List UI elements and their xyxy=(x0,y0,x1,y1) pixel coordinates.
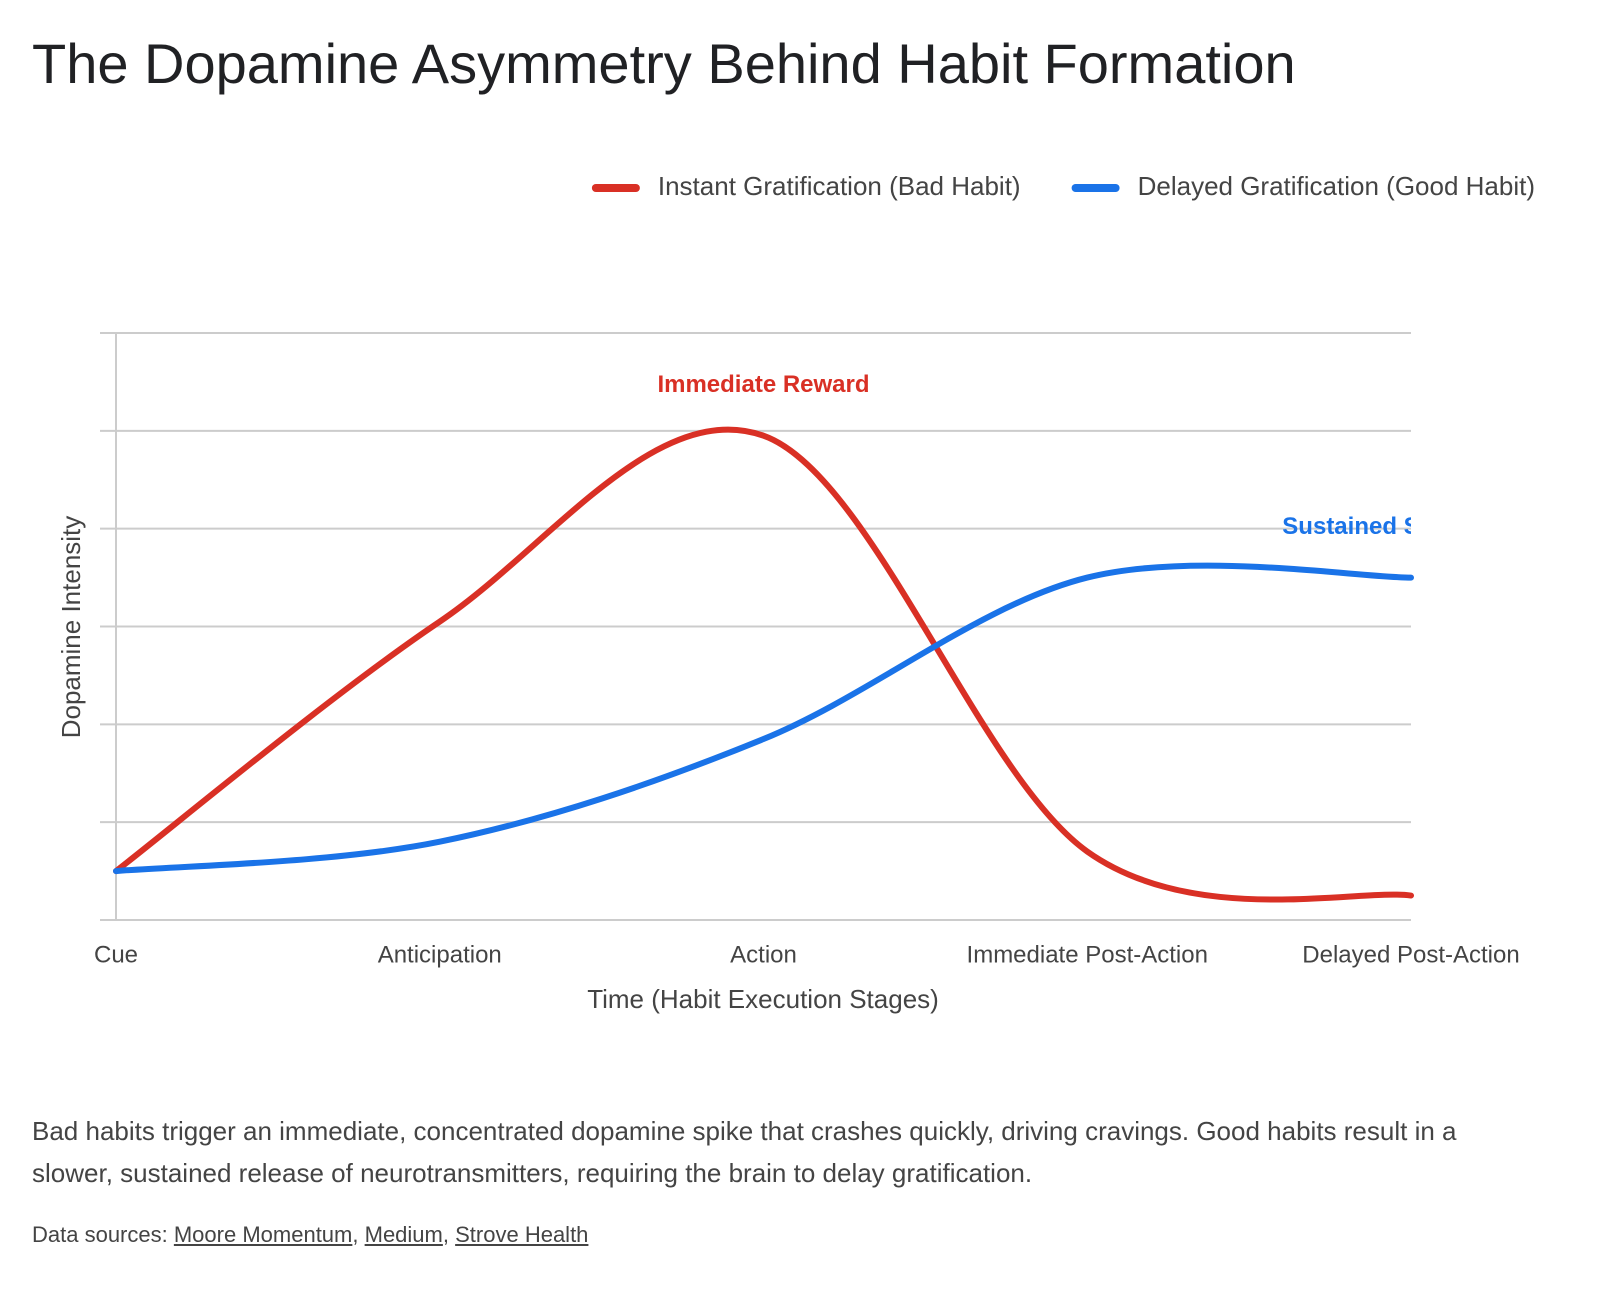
chart-title: The Dopamine Asymmetry Behind Habit Form… xyxy=(32,32,1296,95)
x-tick-label: Delayed Post-Action xyxy=(1302,941,1519,968)
source-link[interactable]: Strove Health xyxy=(455,1222,589,1247)
source-link[interactable]: Medium xyxy=(364,1222,443,1247)
chart: The Dopamine Asymmetry Behind Habit Form… xyxy=(32,32,1539,1014)
series-line xyxy=(113,426,1414,903)
annotation: Immediate Reward xyxy=(657,371,869,398)
description: Bad habits trigger an immediate, concent… xyxy=(32,1116,1457,1188)
x-tick-label: Anticipation xyxy=(378,941,502,968)
x-tick-label: Action xyxy=(730,941,797,968)
x-tick-label: Immediate Post-Action xyxy=(967,941,1208,968)
sources-label: Data sources: xyxy=(32,1222,168,1247)
legend-label: Delayed Gratification (Good Habit) xyxy=(1138,171,1535,201)
series-line xyxy=(113,562,1414,875)
x-axis-title: Time (Habit Execution Stages) xyxy=(587,984,939,1014)
separator: , xyxy=(442,1222,449,1247)
x-tick-label: Cue xyxy=(94,941,138,968)
legend-label: Instant Gratification (Bad Habit) xyxy=(658,171,1021,201)
sources: Data sources: Moore Momentum, Medium, St… xyxy=(32,1222,588,1248)
annotation: Sustained Satisfaction xyxy=(1282,513,1539,540)
y-axis-title: Dopamine Intensity xyxy=(56,516,86,739)
separator: , xyxy=(352,1222,359,1247)
source-link[interactable]: Moore Momentum xyxy=(173,1222,353,1247)
